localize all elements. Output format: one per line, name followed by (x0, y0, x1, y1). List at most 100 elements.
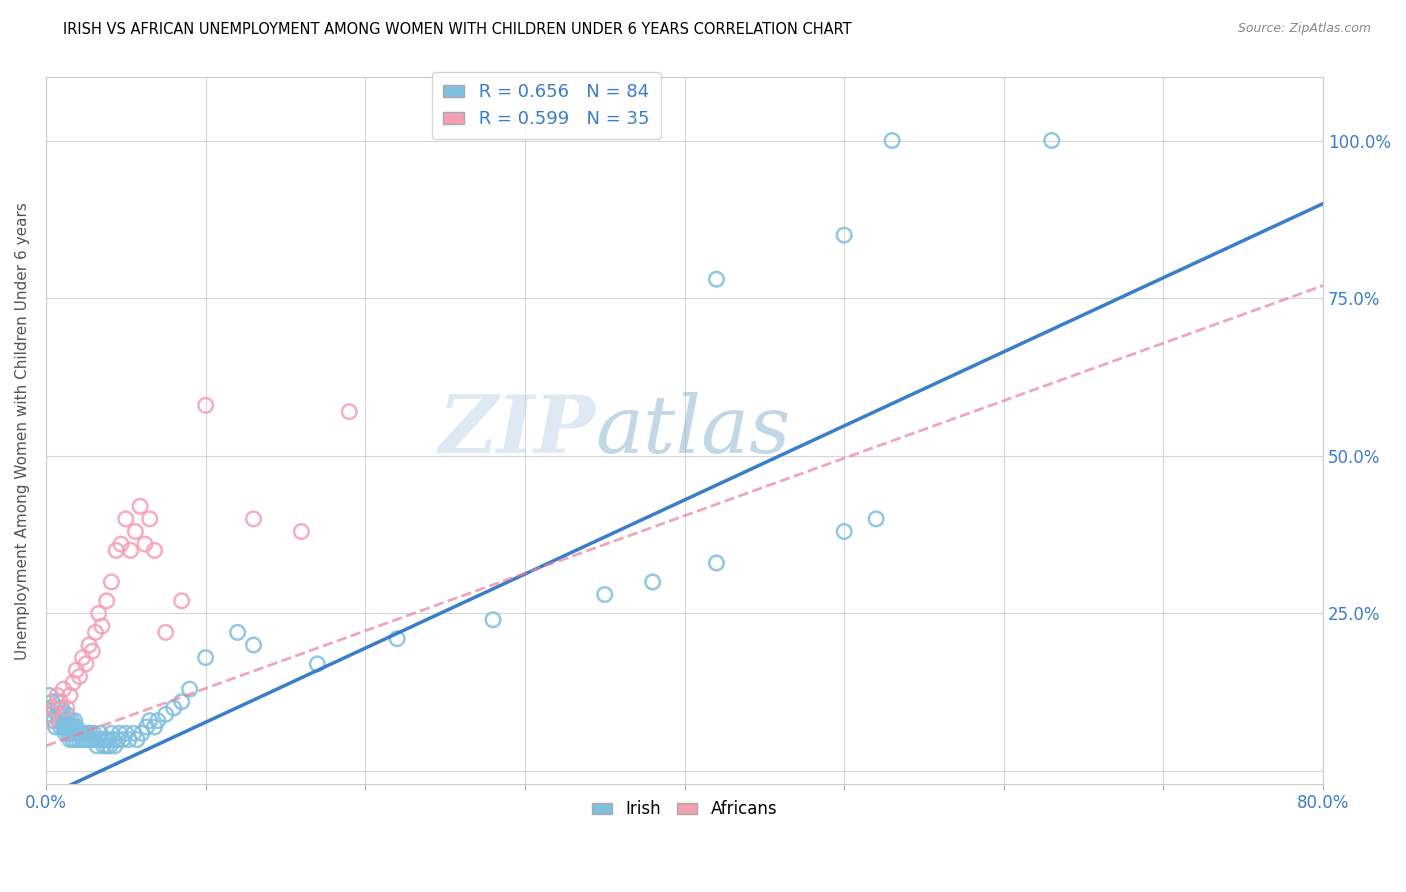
Point (52, 720, 75, 734)
Point (155, 625, 177, 640)
Point (104, 739, 127, 753)
Text: atlas: atlas (595, 392, 790, 469)
Point (242, 638, 264, 652)
Point (94, 732, 117, 747)
Point (86, 739, 108, 753)
Point (84, 625, 107, 640)
Point (59, 732, 82, 747)
Point (72, 732, 94, 747)
Point (49, 695, 72, 709)
Point (45, 720, 67, 734)
Point (59, 720, 82, 734)
Point (337, 405, 360, 419)
Point (120, 543, 142, 558)
Point (75, 657, 97, 671)
Point (118, 732, 141, 747)
Point (131, 726, 153, 740)
Text: ZIP: ZIP (439, 392, 595, 469)
Point (55, 707, 77, 722)
Point (139, 714, 162, 728)
Point (82, 732, 104, 747)
Point (146, 714, 169, 728)
Point (77, 732, 100, 747)
Point (107, 732, 129, 747)
Point (706, 272, 728, 286)
Point (69, 669, 91, 683)
Point (46, 707, 69, 722)
Point (135, 720, 157, 734)
Point (122, 726, 145, 740)
Point (96, 594, 118, 608)
Point (59, 689, 82, 703)
Point (101, 732, 124, 747)
Point (98, 739, 121, 753)
Point (63, 714, 86, 728)
Point (134, 537, 156, 551)
Point (51, 714, 73, 728)
Point (76, 726, 98, 740)
Point (65, 720, 87, 734)
Point (70, 726, 93, 740)
Point (96, 739, 118, 753)
Point (49, 707, 72, 722)
Point (226, 625, 249, 640)
Point (179, 682, 201, 697)
Point (129, 500, 152, 514)
Point (52, 682, 75, 697)
Point (39, 707, 62, 722)
Point (84, 732, 107, 747)
Point (48, 701, 70, 715)
Point (51, 701, 73, 715)
Point (60, 726, 83, 740)
Point (482, 613, 505, 627)
Point (38, 689, 60, 703)
Point (72, 650, 94, 665)
Point (97, 732, 120, 747)
Point (58, 726, 80, 740)
Point (73, 726, 96, 740)
Text: Source: ZipAtlas.com: Source: ZipAtlas.com (1237, 22, 1371, 36)
Point (87, 732, 110, 747)
Point (124, 524, 146, 539)
Point (593, 588, 616, 602)
Point (832, 524, 855, 539)
Point (105, 543, 128, 558)
Point (90, 732, 112, 747)
Point (66, 726, 89, 740)
Point (60, 714, 83, 728)
Point (1040, 134, 1063, 148)
Y-axis label: Unemployment Among Women with Children Under 6 years: Unemployment Among Women with Children U… (15, 202, 30, 659)
Point (155, 707, 177, 722)
Point (89, 726, 111, 740)
Point (52, 707, 75, 722)
Point (114, 726, 136, 740)
Point (46, 689, 69, 703)
Point (62, 676, 84, 690)
Point (139, 512, 162, 526)
Point (90, 619, 112, 633)
Point (63, 726, 86, 740)
Point (82, 644, 104, 658)
Point (53, 714, 76, 728)
Point (865, 512, 887, 526)
Point (39, 707, 62, 722)
Point (125, 732, 148, 747)
Point (37, 714, 59, 728)
Point (42, 701, 65, 715)
Point (79, 726, 101, 740)
Point (37, 701, 59, 715)
Point (42, 701, 65, 715)
Point (46, 695, 69, 709)
Point (55, 701, 77, 715)
Point (110, 537, 132, 551)
Point (42, 714, 65, 728)
Point (49, 720, 72, 734)
Point (62, 720, 84, 734)
Point (108, 726, 131, 740)
Point (87, 607, 110, 621)
Point (307, 657, 329, 671)
Point (114, 512, 136, 526)
Point (65, 663, 87, 677)
Point (41, 695, 63, 709)
Point (832, 228, 855, 243)
